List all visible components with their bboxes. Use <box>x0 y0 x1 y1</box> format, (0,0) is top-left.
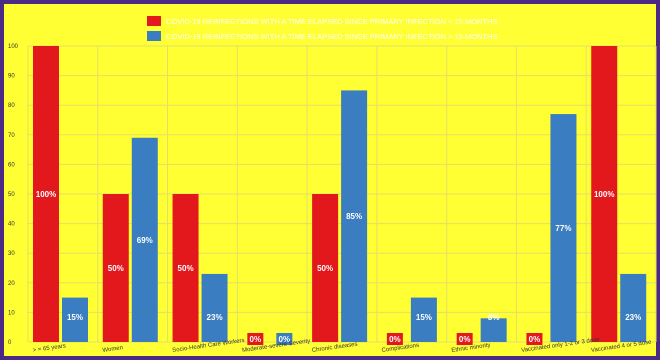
legend-label-blue: COVID-19 REINFECTIONS WITH A TIME ELAPSE… <box>166 32 498 41</box>
y-tick-label: 60 <box>8 162 15 168</box>
y-tick-label: 90 <box>8 74 15 80</box>
zero-value-marker <box>526 333 543 345</box>
zero-value-marker <box>386 333 403 345</box>
zero-value-marker <box>456 333 473 345</box>
data-label: 23% <box>625 313 641 322</box>
legend-swatch-red <box>147 16 161 26</box>
zero-value-marker <box>276 333 293 345</box>
bar <box>102 194 129 342</box>
x-tick-label: Women <box>102 345 123 354</box>
bar <box>201 273 228 342</box>
bar <box>410 297 437 342</box>
data-label: 0% <box>279 335 291 344</box>
bars: 100% 15% 50% 69% 50% 23% 0% 0% 50% 85% 0% 15% 0% 8% 0%… <box>33 46 647 345</box>
y-tick-label: 40 <box>8 222 15 228</box>
zero-value-marker <box>247 333 264 345</box>
bar <box>172 194 199 342</box>
x-tick-label: > = 65 years <box>32 343 66 354</box>
y-tick-label: 20 <box>8 281 15 287</box>
bar <box>131 137 158 342</box>
data-label: 50% <box>178 264 194 273</box>
data-label: 15% <box>67 313 83 322</box>
bar <box>312 194 339 342</box>
bar <box>341 90 368 343</box>
data-label: 0% <box>250 335 262 344</box>
bar <box>591 46 618 342</box>
data-label: 69% <box>137 236 153 245</box>
legend-swatch-blue <box>147 31 161 41</box>
legend: COVID-19 REINFECTIONS WITH A TIME ELAPSE… <box>147 16 498 41</box>
y-tick-label: 70 <box>8 133 15 139</box>
data-label: 77% <box>555 224 571 233</box>
y-axis: 0 10 20 30 40 50 60 70 80 90 100 <box>8 44 19 346</box>
bar <box>480 318 507 342</box>
bar <box>33 46 59 342</box>
data-label: 50% <box>108 264 124 273</box>
y-tick-label: 80 <box>8 103 15 109</box>
data-label: 100% <box>36 190 56 199</box>
bar <box>62 297 88 342</box>
x-tick-label: Ethnic minority <box>451 343 491 354</box>
x-tick-label: Chronic diseases <box>312 342 358 354</box>
data-label: 100% <box>594 190 614 199</box>
y-tick-label: 10 <box>8 310 15 316</box>
data-label: 0% <box>529 335 541 344</box>
data-label: 0% <box>389 335 401 344</box>
y-tick-label: 30 <box>8 251 15 257</box>
y-tick-label: 0 <box>8 340 12 346</box>
bar <box>620 273 647 342</box>
data-label: 85% <box>346 212 362 221</box>
bar <box>550 114 577 342</box>
x-tick-label: Complications <box>381 343 419 354</box>
y-tick-label: 50 <box>8 192 15 198</box>
data-label: 50% <box>317 264 333 273</box>
data-label: 0% <box>459 335 471 344</box>
y-tick-label: 100 <box>8 44 19 50</box>
data-label: 23% <box>207 313 223 322</box>
legend-label-red: COVID-19 REINFECTIONS WITH A TIME ELAPSE… <box>166 17 498 26</box>
data-label: 15% <box>416 313 432 322</box>
data-label: 8% <box>488 313 500 322</box>
